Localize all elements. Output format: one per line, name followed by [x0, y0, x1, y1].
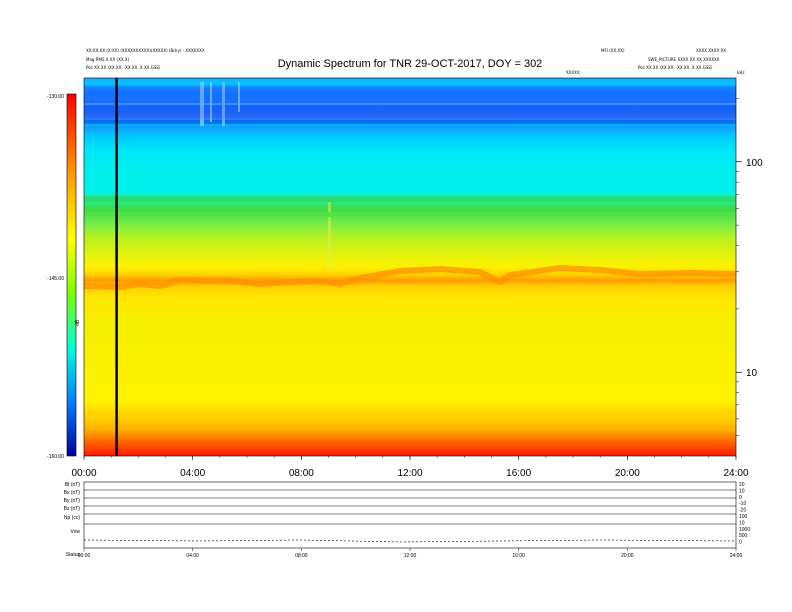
lower-x-tick-label: 08:00 [295, 553, 308, 559]
y-tick-label: 100 [746, 158, 763, 169]
x-tick-label: 12:00 [397, 468, 422, 479]
x-tick-label: 16:00 [506, 468, 531, 479]
x-axis: 00:00 04:00 08:00 12:00 16:00 20:00 24:00 [71, 456, 749, 479]
colorbar-label-bottom: -160.00 [47, 454, 64, 460]
lower-panel-row-label: Bt (nT) [65, 482, 81, 488]
colorbar-label-mid: -145.00 [47, 276, 64, 282]
lower-panels: Bt (nT) Bx (nT) By (nT) Bz (nT) Np (cc) Vsw St… [64, 481, 750, 559]
lower-x-tick-label: 00:00 [78, 553, 91, 559]
lower-panel-right-label: 0 [739, 495, 742, 501]
spectrogram-image [84, 78, 736, 456]
lower-panel-row-label: Bz (nT) [64, 506, 81, 512]
lower-panel-row-label: Np (cc) [64, 515, 80, 521]
corner-unit: kHz [737, 70, 745, 75]
lower-panel-right-label: 10 [739, 520, 745, 526]
y-axis-right: 100 10 [736, 98, 763, 436]
colorbar-label-top: -130.00 [47, 94, 64, 100]
lower-panel-row-label: Vsw [71, 529, 81, 535]
spectrogram-features [84, 82, 736, 416]
lower-x-tick-label: 24:00 [730, 553, 743, 559]
header-info-right-3: SWE_PICTURE XXXX XX XX XXXXXX [648, 57, 720, 62]
lower-x-tick-label: 12:00 [404, 553, 417, 559]
lower-x-tick-label: 04:00 [186, 553, 199, 559]
lower-panel-right-label: 500 [739, 533, 748, 539]
colorbar-unit: dB [75, 319, 81, 326]
chart-title: Dynamic Spectrum for TNR 29-OCT-2017, DO… [277, 58, 543, 70]
x-tick-label: 04:00 [180, 468, 205, 479]
lower-panel-right-label: 100 [739, 514, 748, 520]
header-info-right-1: MFI (XX.XX) [601, 48, 625, 53]
lower-panel-right-label: 10 [739, 488, 745, 494]
header-info-mid: XXXXX [566, 70, 580, 75]
header-info-right-2: XXXX XXXX XX [696, 48, 726, 53]
lower-panel-row-label: By (nT) [64, 498, 81, 504]
lower-panel-right-label: 20 [739, 482, 745, 488]
lower-panel-right-label: -20 [739, 508, 746, 514]
x-tick-label: 20:00 [615, 468, 640, 479]
x-tick-label: 24:00 [723, 468, 748, 479]
lower-panel-frame [83, 481, 737, 549]
lower-panel-row-label: Bx (nT) [64, 490, 81, 496]
lower-panel-right-label: 0 [739, 540, 742, 546]
lower-panel-right-label: -10 [739, 501, 746, 507]
header-info-line-3: Pos XX.XX (XX.XX, -XX.XX, X.XX GSE) [86, 65, 161, 70]
lower-panel-row-label: Status [66, 552, 81, 558]
header-info-line-1: XX:XX:XX (X:XX) (XXXXXXXXXX)(XXXXX) (Bdr… [86, 48, 205, 53]
lower-x-tick-label: 16:00 [512, 553, 525, 559]
lower-x-tick-label: 20:00 [621, 553, 634, 559]
y-tick-label: 10 [746, 368, 758, 379]
lower-panel-trace [83, 539, 737, 543]
lower-panel-right-label: 1000 [739, 527, 750, 533]
header-info-line-2: Mag RMS X.XX (XX.X) [86, 57, 130, 62]
header-info-right-4: Pos XX.XX (XX.XX, -XX.XX, X.XX GSE) [638, 65, 713, 70]
colorbar [66, 93, 77, 457]
spectrogram-orange-band [83, 264, 737, 291]
x-tick-label: 00:00 [71, 468, 96, 479]
x-tick-label: 08:00 [289, 468, 314, 479]
